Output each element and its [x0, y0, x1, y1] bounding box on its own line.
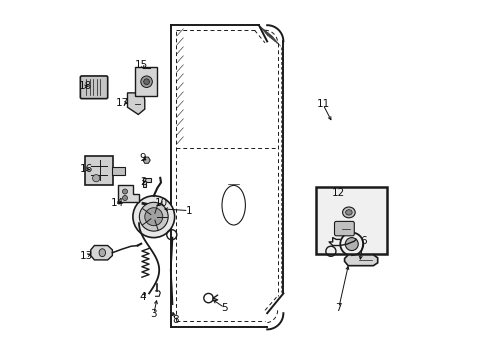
FancyBboxPatch shape: [334, 221, 354, 236]
Text: 13: 13: [80, 251, 93, 261]
Polygon shape: [142, 178, 151, 187]
Text: 6: 6: [359, 236, 366, 246]
Circle shape: [133, 196, 174, 238]
Text: 10: 10: [155, 198, 168, 208]
Text: 12: 12: [331, 188, 345, 198]
Text: 4: 4: [140, 292, 146, 302]
Circle shape: [141, 76, 152, 87]
Text: 3: 3: [150, 309, 157, 319]
Text: 18: 18: [79, 81, 92, 91]
Circle shape: [139, 202, 168, 231]
Polygon shape: [127, 93, 144, 114]
Ellipse shape: [99, 249, 105, 257]
Text: 11: 11: [316, 99, 329, 109]
Circle shape: [345, 238, 358, 251]
Ellipse shape: [342, 207, 354, 218]
Polygon shape: [91, 246, 112, 260]
Text: 15: 15: [135, 60, 148, 70]
Text: 5: 5: [221, 303, 227, 313]
Circle shape: [144, 208, 163, 226]
Text: 2: 2: [140, 177, 147, 187]
Text: 1: 1: [185, 206, 192, 216]
Bar: [112, 167, 124, 175]
FancyBboxPatch shape: [135, 67, 157, 96]
Polygon shape: [344, 255, 377, 266]
Circle shape: [122, 189, 127, 194]
Polygon shape: [142, 157, 150, 163]
Bar: [316, 187, 386, 254]
Circle shape: [122, 195, 127, 201]
Text: 17: 17: [116, 98, 129, 108]
Text: 8: 8: [172, 315, 178, 325]
Text: 14: 14: [111, 198, 124, 208]
Circle shape: [143, 79, 149, 85]
Polygon shape: [118, 185, 139, 202]
FancyBboxPatch shape: [85, 156, 113, 185]
Text: 7: 7: [335, 303, 342, 313]
Text: 9: 9: [140, 153, 146, 163]
Text: 16: 16: [80, 164, 93, 174]
Circle shape: [92, 175, 100, 182]
FancyBboxPatch shape: [80, 76, 107, 99]
Ellipse shape: [345, 210, 351, 215]
